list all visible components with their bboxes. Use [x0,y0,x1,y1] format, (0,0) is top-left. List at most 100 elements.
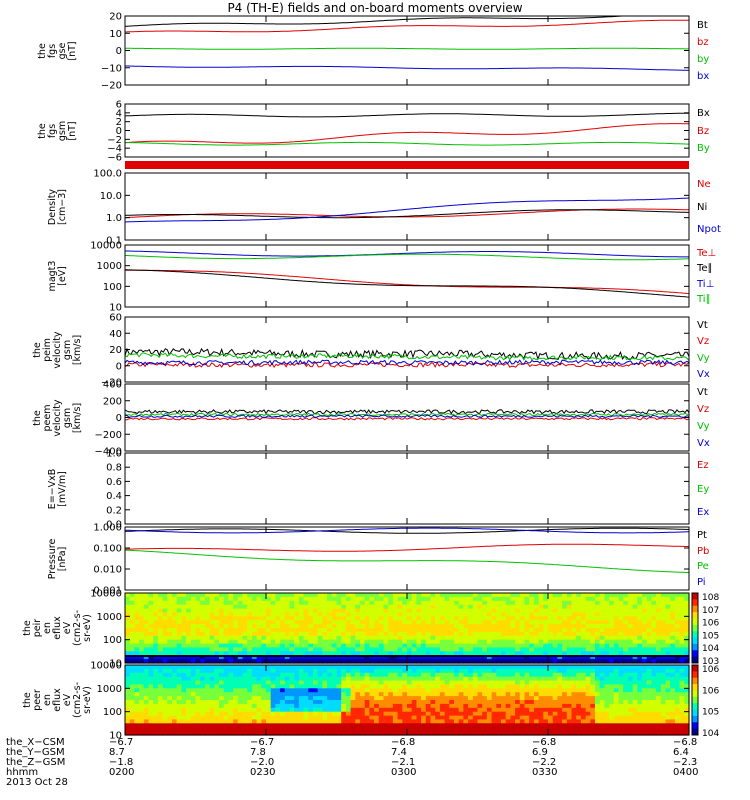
density-panel: 100.0 10.0 1.0 0.1 [93,169,690,247]
legend-vx: Vx [697,368,710,380]
ephemeris-value: 0400 [673,767,699,778]
y-tick-label: 2 [116,117,122,128]
y-tick-label: 10 [109,731,122,742]
series-pe-line [124,549,689,573]
y-tick-label: 20 [109,345,122,356]
y-tick-label: 1.0 [106,213,122,224]
ephemeris-value: 6.4 [673,747,689,758]
y-tick-label: 0.100 [93,544,122,555]
y-tick-label: −400 [95,447,122,458]
series-vy-line [124,352,690,362]
series-ni-line [124,209,689,219]
legend-vy: Vy [697,352,710,364]
ion-velocity-panel: 60 40 20 0 −20 [101,313,690,389]
series-vt-line [124,409,690,415]
colorbar-label: 106 [702,665,719,675]
y-axis-label: magt3 [eV] [47,260,68,292]
series-vt-line [124,347,690,361]
series-bx-line [124,112,689,118]
y-axis-label: the peem velocity gsm [km/s] [32,398,83,437]
y-axis-label: the peir en eflux eV (cm2-s- sr-eV) [22,609,93,647]
y-tick-label: −20 [101,81,122,92]
electron-spectrogram-panel: 10000 1000 100 10 [90,661,690,742]
legend-vt: Vt [697,320,708,332]
legend-bz: bz [697,36,709,48]
y-axis-label: Pressure [nPa] [47,538,68,579]
series-vz-line [124,361,690,369]
ephemeris-value: −2.1 [391,757,416,768]
colorbar-label: 108 [702,593,719,603]
ephemeris-value: 0230 [250,767,276,778]
ephemeris-value: 0200 [109,767,135,778]
legend-ti: Ti∥ [697,294,711,306]
legend-te: Te⊥ [697,247,717,259]
y-tick-label: 0 [116,361,122,372]
y-tick-label: 0.2 [106,505,122,516]
ephemeris-value: −2.3 [673,757,698,768]
colorbar-label: 106 [702,619,719,629]
colorbar-label: 103 [702,657,719,667]
y-tick-label: 10000 [90,241,122,252]
legend-vz: Vz [697,336,710,348]
legend-vz: Vz [697,404,710,416]
ephemeris-value: −6.8 [391,737,416,748]
legend-te: Te∥ [697,263,713,275]
y-tick-label: 0.1 [106,236,122,247]
ephemeris-value: −2.2 [532,757,557,768]
legend-by: By [697,143,710,155]
legend-ne: Ne [697,179,711,191]
ephemeris-label: the_X−CSM [6,737,65,748]
colorbar-label: 104 [702,644,719,654]
ephemeris-value: 7.8 [250,747,266,758]
colorbar-label: 105 [702,708,719,718]
legend-bx: bx [697,71,710,83]
y-tick-label: 10000 [90,589,122,600]
series-vx-line [124,414,690,419]
electron-velocity-panel: 400 200 0 −200 −400 [95,380,690,458]
legend-ey: Ey [697,483,710,495]
ephemeris-value: 8.7 [109,747,125,758]
panel-frame [124,316,690,383]
y-tick-label: −6 [107,153,122,164]
colorbar-label: 107 [702,606,719,616]
colorbar-label: 105 [702,631,719,641]
ephemeris-value: −2.0 [250,757,275,768]
y-axis-label: E=−VxB [mV/m] [47,468,68,509]
y-tick-label: 10.0 [100,191,122,202]
y-tick-label: 20 [109,12,122,23]
ephemeris-label: 2013 Oct 28 [6,777,68,788]
legend-ex: Ex [697,507,710,519]
legend-vy: Vy [697,420,710,432]
colorbar-label: 104 [702,729,719,739]
y-tick-label: 6 [116,100,122,111]
panel-frame [124,172,690,241]
series-npot-line [124,197,690,223]
y-tick-label: 1.000 [93,523,122,534]
y-tick-label: 400 [103,380,122,391]
y-tick-label: 1000 [97,261,122,272]
series-by-line [124,141,689,146]
ion-spectrogram-panel: 10000 1000 100 10 [90,589,690,670]
y-tick-label: 1000 [97,684,122,695]
y-tick-label: −2 [107,135,122,146]
ephemeris-value: 6.9 [532,747,548,758]
series-pb-line [125,543,690,552]
y-tick-label: 10000 [90,661,122,672]
series-bx-line [124,65,689,71]
ephemeris-value: −6.8 [532,737,557,748]
legend-pb: Pb [697,545,710,557]
ephemeris-value: −6.7 [109,737,134,748]
legend-pt: Pt [697,529,707,541]
panel-frame [124,452,690,525]
y-tick-label: 100.0 [93,169,122,180]
colorbar: 106 106 105 104 [691,664,719,739]
ephemeris-value: 0330 [532,767,558,778]
y-axis-label: Density [cm−3] [47,188,68,225]
panel-frame [124,526,690,591]
y-tick-label: 10 [109,303,122,314]
legend-by: by [697,54,710,66]
y-tick-label: −20 [101,378,122,389]
series-vy-line [124,412,690,417]
y-axis-label: the fgs gse [nT] [37,40,78,61]
